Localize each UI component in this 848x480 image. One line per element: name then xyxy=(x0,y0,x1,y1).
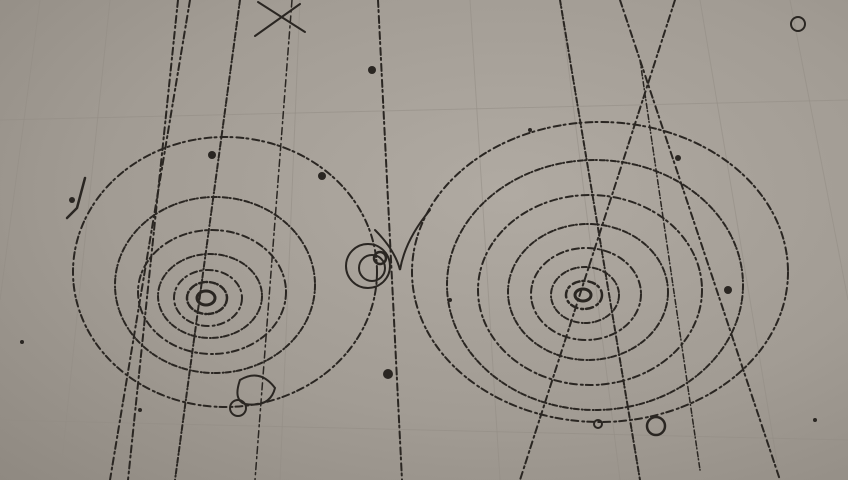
straight-tracks xyxy=(109,0,781,480)
right-spiral xyxy=(411,121,789,437)
left-spiral xyxy=(72,136,431,417)
bubble-specks xyxy=(20,16,817,422)
